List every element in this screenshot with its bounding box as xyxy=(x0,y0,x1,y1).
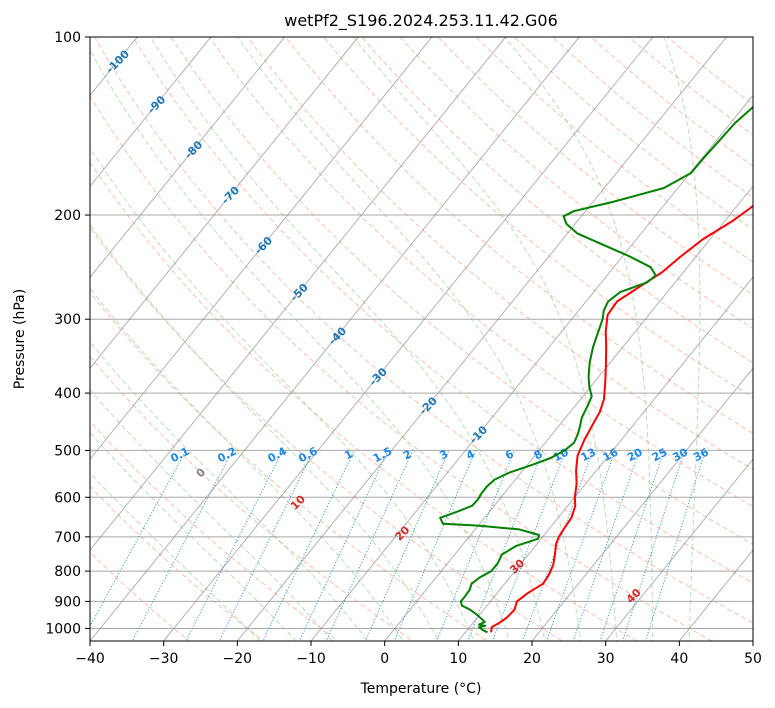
mixing-ratio-line xyxy=(436,450,515,641)
mixing-ratio-line xyxy=(622,450,685,641)
y-tick-label: 500 xyxy=(54,443,81,459)
dry-adiabat-line xyxy=(90,485,265,641)
dry-adiabat-line xyxy=(90,95,713,641)
mixing-ratio-label: 36 xyxy=(691,445,711,464)
isotherm-line xyxy=(310,94,753,641)
y-tick-label: 600 xyxy=(54,490,81,506)
mixing-ratio-line xyxy=(491,450,567,641)
x-axis-title: Temperature (°C) xyxy=(360,681,482,697)
x-axis: −40 −30 −20 −10 0 10 20 30 40 50 xyxy=(75,641,762,667)
temperature-profile xyxy=(490,204,753,633)
dry-adiabat-line xyxy=(399,37,753,330)
sounding-profiles xyxy=(439,105,753,634)
y-tick-label: 200 xyxy=(54,208,81,224)
mixing-ratio-line xyxy=(298,450,389,641)
isotherm-line xyxy=(90,37,212,188)
moist-adiabat-line xyxy=(90,223,440,641)
isotherm-line xyxy=(163,37,654,641)
mixing-ratio-line xyxy=(90,450,187,628)
isotherm-line xyxy=(90,37,285,279)
dry-adiabat-line xyxy=(90,161,639,641)
isotherm-line xyxy=(457,276,753,641)
x-tick-label: 10 xyxy=(449,651,467,667)
isotherm-line xyxy=(384,185,753,641)
y-tick-label: 900 xyxy=(54,594,81,610)
mixing-ratio-line xyxy=(393,450,476,641)
y-tick-label: 300 xyxy=(54,312,81,328)
mixing-ratio-line xyxy=(467,450,544,641)
x-tick-label: −40 xyxy=(75,651,105,667)
x-tick-label: −20 xyxy=(223,651,253,667)
x-tick-label: 0 xyxy=(380,651,389,667)
isotherm-line xyxy=(90,37,359,369)
dry-adiabat-line xyxy=(247,37,753,471)
x-tick-label: −30 xyxy=(149,651,179,667)
mixing-ratio-label: 20 xyxy=(625,445,645,464)
dry-adiabat-line xyxy=(361,37,753,364)
y-axis-title: Pressure (hPa) xyxy=(12,289,28,389)
isotherm-line xyxy=(90,37,580,641)
mixing-ratio-line xyxy=(325,450,414,641)
isotherm-line xyxy=(531,367,753,641)
mixing-ratio-label: 30 xyxy=(670,445,690,464)
mixing-ratio-line xyxy=(131,450,234,641)
y-axis: 100 200 300 400 500 600 700 800 900 1000 xyxy=(45,30,90,637)
isotherm-line xyxy=(605,458,753,641)
x-tick-label: 30 xyxy=(597,651,615,667)
plot-frame xyxy=(89,36,754,642)
dewpoint-profile xyxy=(439,105,753,634)
y-tick-label: 700 xyxy=(54,530,81,546)
mixing-ratio-label: 13 xyxy=(579,446,599,465)
x-tick-label: 50 xyxy=(744,651,762,667)
isotherm-line xyxy=(90,37,506,551)
y-tick-label: 800 xyxy=(54,564,81,580)
x-tick-label: 20 xyxy=(523,651,541,667)
chart-title: wetPf2_S196.2024.253.11.42.G06 xyxy=(284,11,558,31)
mixing-ratio-label: 16 xyxy=(601,445,621,464)
mixing-ratio-line xyxy=(185,450,284,641)
y-tick-label: 1000 xyxy=(45,621,81,637)
x-tick-label: 40 xyxy=(670,651,688,667)
y-tick-label: 400 xyxy=(54,386,81,402)
background-grid xyxy=(90,37,753,641)
x-tick-label: −10 xyxy=(296,651,326,667)
y-tick-label: 100 xyxy=(54,30,81,46)
isotherm-line xyxy=(236,37,727,641)
dry-adiabat-line xyxy=(90,551,190,641)
dry-adiabat-line xyxy=(90,355,414,641)
mixing-ratio-line xyxy=(364,450,450,641)
moist-adiabat-line xyxy=(90,472,261,641)
mixing-ratio-label: 25 xyxy=(650,446,670,465)
isotherm-line xyxy=(90,37,433,460)
